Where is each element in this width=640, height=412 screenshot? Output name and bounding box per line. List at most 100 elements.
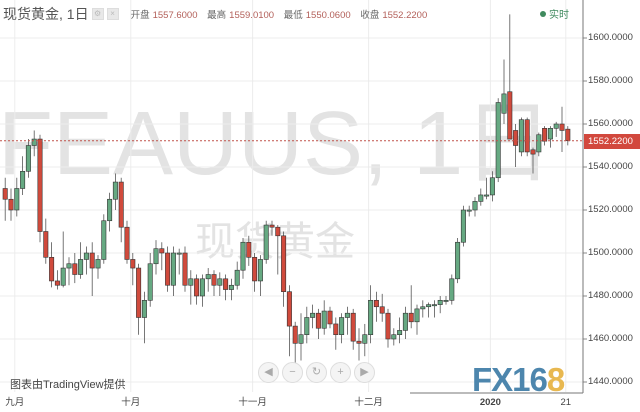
candle-up [101,220,107,260]
y-tick-label: 1580.0000 [588,75,633,86]
candle-down [8,198,14,211]
candle-down [54,280,60,286]
candle-down [252,256,258,282]
candle-down [524,119,530,153]
candle-up [66,263,72,269]
y-tick-label: 1520.0000 [588,204,633,215]
close-value: 1552.2200 [382,10,428,21]
candle-down [385,312,391,340]
candle-up [205,274,211,280]
candle-down [43,231,49,258]
scroll-left-icon[interactable]: ◀ [258,362,279,383]
candle-up [240,241,246,271]
candle-down [124,226,130,260]
candle-down [292,325,298,344]
low-label: 最低 [283,10,303,21]
candle-up [257,259,263,282]
candle-down [356,340,362,344]
candle-down [269,224,275,228]
candle-down [118,181,124,228]
candle-down [49,256,55,282]
candle-up [344,312,350,318]
reset-icon[interactable]: ↻ [306,362,327,383]
candle-up [263,224,269,260]
candle-down [2,188,8,200]
candle-down [130,259,136,269]
candle-down [315,312,321,329]
candle-up [25,145,31,172]
candle-down [37,138,43,232]
candle-up [217,278,223,286]
candle-down [72,263,78,275]
settings-icon[interactable]: ⚙ [91,8,104,20]
candle-down [565,128,571,142]
candle-up [78,259,84,275]
candle-up [437,299,443,305]
candle-down [159,248,165,254]
candle-down [530,149,536,155]
live-indicator: 实时 [540,6,569,21]
x-tick-label: 2020 [479,397,501,408]
candle-up [414,308,420,323]
y-tick-label: 1540.0000 [588,161,633,172]
candle-up [455,241,461,280]
candle-down [542,128,548,142]
candle-up [518,119,524,153]
x-tick-label: 十二月 [354,397,383,408]
zoom-in-icon[interactable]: + [330,362,351,383]
y-tick-label: 1440.0000 [588,376,633,387]
candle-down [408,312,414,323]
candle-down [507,91,513,140]
candle-up [547,128,553,140]
candle-up [402,312,408,331]
candle-down [333,323,339,336]
candle-down [246,241,252,258]
candle-up [472,201,478,211]
candle-up [362,334,368,344]
candle-up [431,304,437,307]
candle-up [553,123,559,129]
low-value: 1550.0600 [305,10,351,21]
candle-up [489,177,495,196]
candle-down [281,235,287,293]
candle-up [14,188,20,211]
candle-down [373,299,379,308]
candle-up [310,312,316,318]
x-tick-label: 九月 [5,397,25,408]
candle-up [188,278,194,286]
candle-up [107,198,113,222]
live-dot-icon [540,11,546,17]
x-tick-label: 21 [560,397,572,408]
candle-up [176,252,182,255]
candle-up [112,181,118,200]
candle-down [211,274,217,286]
candle-up [60,267,66,286]
candle-up [199,278,205,297]
candle-down [275,226,281,237]
candle-up [321,310,327,329]
candle-up [484,194,490,197]
y-tick-label: 1480.0000 [588,290,633,301]
candle-up [391,334,397,340]
candle-down [165,252,171,286]
close-icon[interactable]: × [106,8,119,20]
candle-up [426,304,432,308]
zoom-out-icon[interactable]: − [282,362,303,383]
y-tick-label: 1500.0000 [588,247,633,258]
candle-up [228,284,234,290]
candle-down [327,310,333,325]
candle-up [31,138,37,146]
candle-up [304,317,310,336]
candle-up [466,209,472,212]
tradingview-credit[interactable]: 图表由TradingView提供 [10,379,126,391]
scroll-right-icon[interactable]: ▶ [354,362,375,383]
candle-up [420,306,426,310]
candle-up [460,209,466,243]
candle-up [501,93,507,114]
x-tick-label: 十一月 [238,397,267,408]
candle-up [234,269,240,286]
watermark-symbol: FEAUUS, 1日 [0,94,554,194]
candle-down [223,278,229,290]
high-value: 1559.0100 [229,10,275,21]
